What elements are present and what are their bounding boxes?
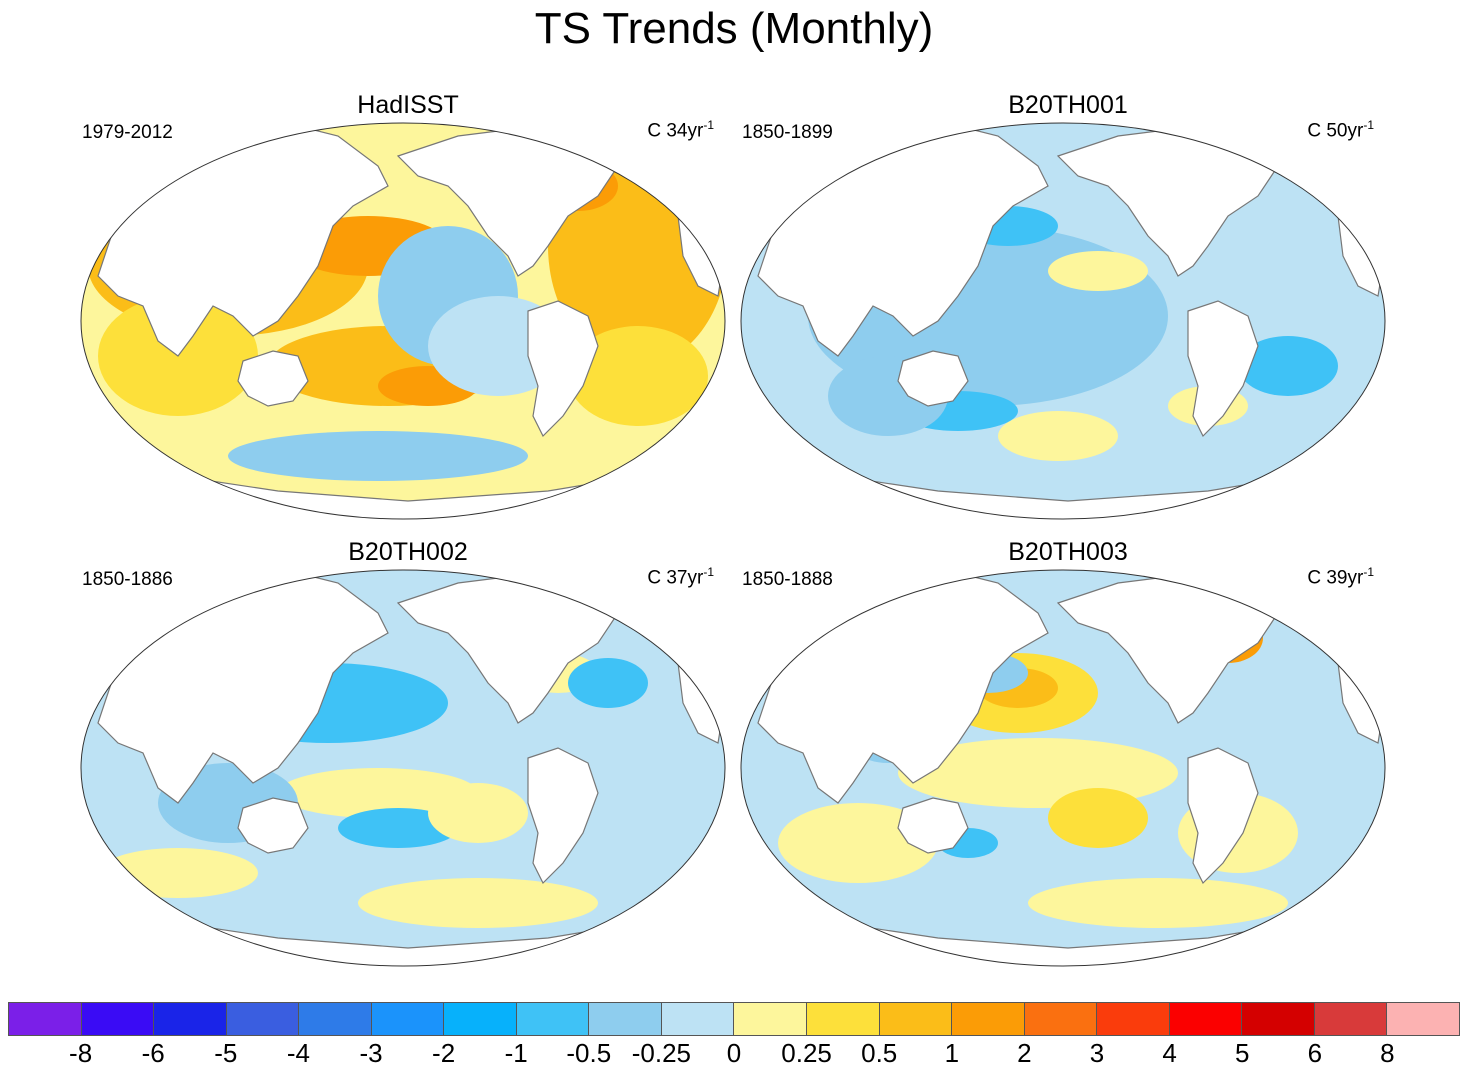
colorbar-box xyxy=(1242,1003,1315,1035)
trend-map xyxy=(740,569,1386,967)
colorbar-tick-label: -0.5 xyxy=(566,1038,612,1068)
colorbar-box xyxy=(879,1003,953,1035)
colorbar-tick-label: -2 xyxy=(432,1038,456,1068)
trend-patch xyxy=(1048,251,1148,291)
colorbar-tick-label: 2 xyxy=(1017,1038,1032,1068)
panel-b20th002: B20TH002 1850-1886 C 37yr-1 xyxy=(78,538,738,983)
colorbar-box xyxy=(299,1003,372,1035)
landmass xyxy=(1187,300,1259,438)
trend-map xyxy=(80,122,726,520)
period-label: 1850-1888 xyxy=(742,569,833,590)
colorbar-tick-label: -1 xyxy=(504,1038,528,1068)
trend-patch xyxy=(278,768,478,818)
period-label: 1850-1886 xyxy=(82,569,173,590)
trend-patch xyxy=(568,658,648,708)
colorbar-tick-label: 5 xyxy=(1234,1038,1250,1068)
period-label: 1979-2012 xyxy=(82,122,173,143)
panel-b20th003: B20TH003 1850-1888 C 39yr-1 xyxy=(738,538,1398,983)
trend-patch xyxy=(338,808,458,848)
trend-patch xyxy=(1048,788,1148,848)
colorbar-tick-label: 6 xyxy=(1307,1038,1323,1068)
units-label: C 50yr-1 xyxy=(1307,118,1374,142)
colorbar-tick-label: 8 xyxy=(1380,1038,1395,1068)
colorbar-box xyxy=(9,1003,82,1035)
colorbar-tick-label: -0.25 xyxy=(631,1038,692,1068)
trend-patch xyxy=(998,411,1118,461)
trend-patch xyxy=(1238,336,1338,396)
colorbar-tick-label: 4 xyxy=(1162,1038,1177,1068)
colorbar xyxy=(8,1002,1460,1036)
map-frame xyxy=(80,569,726,967)
colorbar-box xyxy=(1097,1003,1170,1035)
colorbar-tick-label: 0 xyxy=(726,1038,742,1068)
colorbar-box xyxy=(661,1003,735,1035)
colorbar-tick-label: -3 xyxy=(359,1038,383,1068)
landmass xyxy=(527,747,599,885)
map-field xyxy=(741,123,1385,519)
panel-hadisst: HadISST 1979-2012 C 34yr-1 xyxy=(78,91,738,536)
colorbar-tick-label: -4 xyxy=(286,1038,310,1068)
colorbar-box xyxy=(444,1003,517,1035)
map-frame xyxy=(80,122,726,520)
colorbar-box xyxy=(734,1003,808,1035)
landmass xyxy=(897,797,969,854)
trend-patch xyxy=(98,848,258,898)
period-label: 1850-1899 xyxy=(742,122,833,143)
trend-patch xyxy=(568,326,708,426)
map-field xyxy=(81,570,725,966)
colorbar-labels: -8 -6 -5 -4 -3 -2 -1 -0.5 -0.25 0 0.25 0.5 1 2 3 4 5 6 8 xyxy=(0,1038,1468,1074)
colorbar-box xyxy=(1024,1003,1098,1035)
units-label: C 37yr-1 xyxy=(647,565,714,589)
colorbar-box xyxy=(807,1003,880,1035)
figure-title: TS Trends (Monthly) xyxy=(534,4,934,53)
colorbar-box xyxy=(1169,1003,1243,1035)
trend-map xyxy=(80,569,726,967)
trend-map xyxy=(740,122,1386,520)
units-label: C 34yr-1 xyxy=(647,118,714,142)
colorbar-tick-label: -8 xyxy=(69,1038,93,1068)
colorbar-box xyxy=(226,1003,300,1035)
panel-title: B20TH001 xyxy=(1008,91,1128,119)
panel-title: B20TH003 xyxy=(1008,538,1128,566)
trend-patch xyxy=(358,878,598,928)
panel-title: B20TH002 xyxy=(348,538,468,566)
units-label: C 39yr-1 xyxy=(1307,565,1374,589)
colorbar-tick-label: 1 xyxy=(944,1038,960,1068)
landmass xyxy=(1187,747,1259,885)
map-field xyxy=(741,570,1385,966)
map-frame xyxy=(740,122,1386,520)
panel-title: HadISST xyxy=(357,91,459,119)
colorbar-tick-label: 3 xyxy=(1089,1038,1105,1068)
landmass xyxy=(237,797,309,854)
landmass xyxy=(897,350,969,407)
colorbar-tick-label: 0.25 xyxy=(781,1038,832,1068)
colorbar-box xyxy=(516,1003,590,1035)
colorbar-box xyxy=(154,1003,227,1035)
trend-patch xyxy=(428,783,528,843)
map-frame xyxy=(740,569,1386,967)
landmass xyxy=(527,300,599,438)
trend-patch xyxy=(1028,878,1288,928)
colorbar-box xyxy=(952,1003,1025,1035)
map-field xyxy=(81,123,725,519)
panel-b20th001: B20TH001 1850-1899 C 50yr-1 xyxy=(738,91,1398,536)
trend-patch xyxy=(778,803,938,883)
colorbar-box xyxy=(1314,1003,1388,1035)
trend-patch xyxy=(228,431,528,481)
colorbar-box xyxy=(371,1003,445,1035)
colorbar-tick-label: -5 xyxy=(214,1038,238,1068)
colorbar-box xyxy=(81,1003,155,1035)
colorbar-tick-label: 0.5 xyxy=(861,1038,898,1068)
colorbar-box xyxy=(589,1003,662,1035)
colorbar-box xyxy=(1387,1003,1459,1035)
landmass xyxy=(237,350,309,407)
colorbar-tick-label: -6 xyxy=(141,1038,165,1068)
